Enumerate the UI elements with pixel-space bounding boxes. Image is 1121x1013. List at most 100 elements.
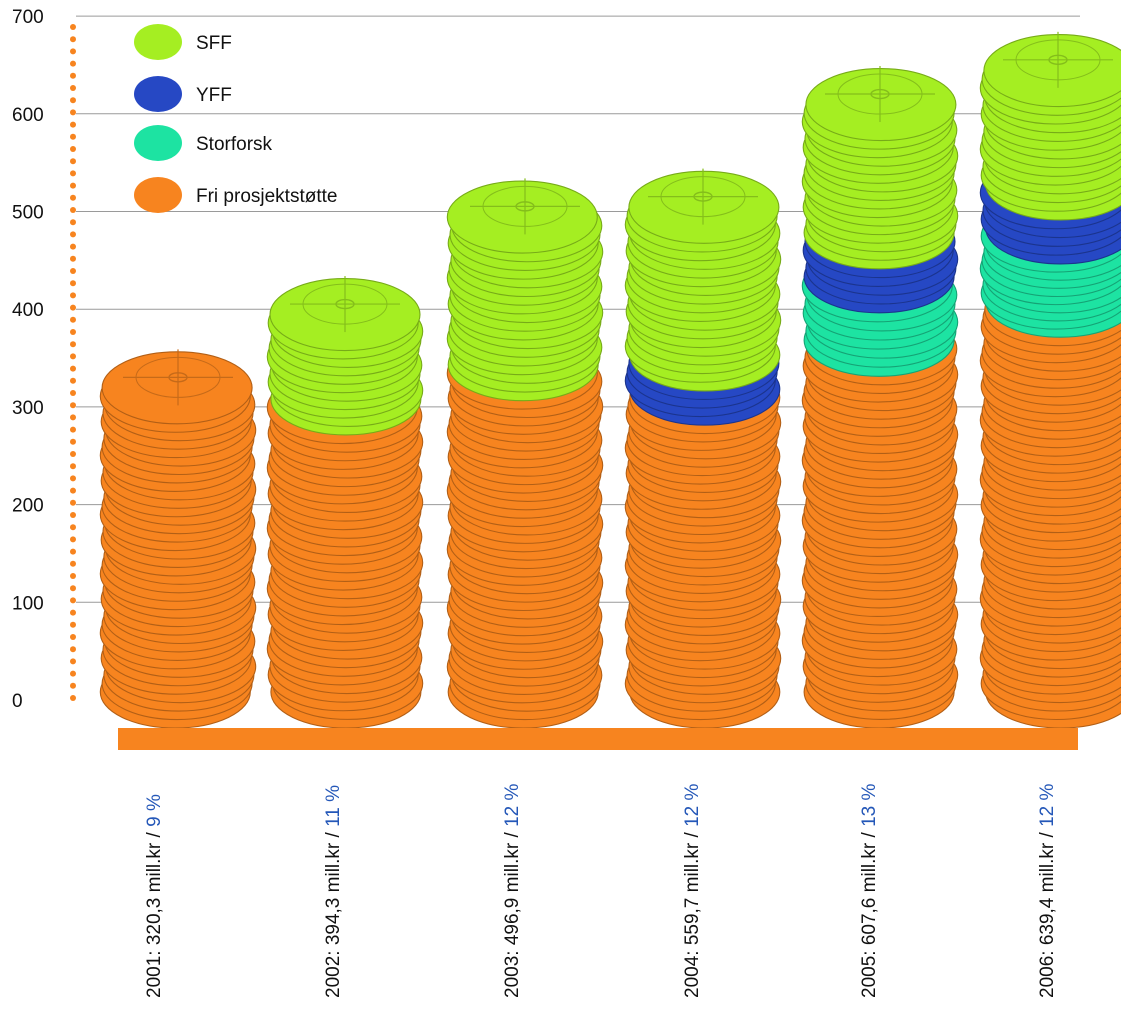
stack-2006 (979, 31, 1121, 729)
y-axis-dot (70, 219, 76, 226)
segment-2001-fri-prosjektst-tte (99, 351, 257, 729)
y-axis-dot (70, 634, 76, 640)
stack-2005 (801, 66, 959, 729)
legend-item: Storforsk (134, 125, 273, 161)
y-axis-dot (70, 695, 76, 701)
y-axis-dot (70, 194, 76, 201)
top-coin-emblem (648, 168, 758, 225)
legend-swatch (134, 125, 182, 161)
category-label-2003: 2003: 496,9 mill.kr / 12 % (502, 783, 523, 998)
y-axis-dot (70, 414, 76, 421)
legend: SFF YFF Storforsk Fri prosjektstøtte (134, 24, 337, 213)
top-coin-emblem (825, 66, 935, 123)
y-tick-label: 0 (12, 691, 23, 712)
y-tick-label: 600 (12, 105, 44, 126)
coin (983, 34, 1121, 108)
y-axis-dot (70, 548, 76, 555)
legend-label: Storforsk (196, 134, 273, 155)
y-axis-dot (70, 121, 76, 128)
coin-stacks (99, 31, 1121, 729)
coin (628, 170, 780, 244)
y-axis-dot (70, 597, 76, 604)
y-axis-dot (70, 365, 76, 372)
top-coin-emblem (470, 178, 580, 235)
y-axis-dot (70, 36, 76, 43)
y-axis-dot (70, 182, 76, 189)
y-axis-dot (70, 170, 76, 177)
stack-2002 (266, 276, 424, 729)
segment-2003-sff (446, 180, 604, 402)
y-tick-label: 700 (12, 7, 44, 28)
y-axis-dot (70, 133, 76, 140)
coin (446, 180, 598, 254)
y-axis-dot (70, 207, 76, 213)
y-axis-dot (70, 658, 76, 665)
legend-label: Fri prosjektstøtte (196, 186, 337, 207)
y-axis: 0 100 200 300 400 500 600 700 (12, 7, 76, 712)
y-tick-label: 200 (12, 496, 44, 517)
legend-label: YFF (196, 85, 232, 106)
y-axis-dot (70, 560, 76, 567)
y-axis-dot (70, 512, 76, 518)
legend-label: SFF (196, 33, 232, 54)
y-tick-label: 500 (12, 203, 44, 224)
y-axis-dot (70, 609, 76, 616)
y-tick-label: 300 (12, 398, 44, 419)
category-label-2001: 2001: 320,3 mill.kr / 9 % (144, 794, 165, 998)
y-axis-dot (70, 536, 76, 543)
y-axis-dot (70, 329, 76, 335)
coin (805, 68, 957, 142)
y-axis-dot (70, 48, 76, 55)
category-label-2006: 2006: 639,4 mill.kr / 12 % (1037, 783, 1058, 998)
category-labels: 2001: 320,3 mill.kr / 9 % 2002: 394,3 mil… (144, 783, 1058, 998)
stack-2003 (446, 178, 604, 729)
y-tick-label: 100 (12, 593, 44, 614)
y-axis-dot (70, 255, 76, 262)
y-axis-dot (70, 670, 76, 677)
y-axis-dot (70, 451, 76, 457)
y-axis-dot (70, 316, 76, 323)
y-axis-dot (70, 475, 76, 482)
top-coin-emblem (1003, 31, 1113, 88)
y-axis-dot (70, 487, 76, 494)
y-axis-dot (70, 463, 76, 470)
y-axis-dot (70, 97, 76, 104)
y-axis-dot (70, 341, 76, 348)
y-axis-dot (70, 146, 76, 152)
y-axis-dot (70, 524, 76, 531)
top-coin-emblem (290, 276, 400, 333)
legend-swatch (134, 24, 182, 60)
y-axis-dot (70, 231, 76, 238)
y-axis-dot (70, 72, 76, 79)
y-axis-dot (70, 85, 76, 91)
segment-2006-fri-prosjektst-tte (979, 273, 1121, 729)
segment-2005-sff (801, 68, 959, 270)
segment-2006-sff (979, 34, 1121, 221)
category-label-2002: 2002: 394,3 mill.kr / 11 % (323, 785, 344, 998)
y-axis-dot (70, 438, 76, 445)
x-axis-baseline-bar (118, 728, 1078, 750)
y-axis-dot (70, 60, 76, 67)
legend-item: Fri prosjektstøtte (134, 177, 337, 213)
stack-2004 (624, 168, 782, 729)
y-tick-label: 400 (12, 300, 44, 321)
segment-2002-fri-prosjektst-tte (266, 370, 424, 729)
legend-item: SFF (134, 24, 232, 60)
segment-2002-sff (266, 277, 424, 436)
stack-2001 (99, 349, 257, 729)
y-axis-dot (70, 682, 76, 689)
coin (101, 351, 253, 425)
segment-2004-sff (624, 170, 782, 392)
y-axis-dot (70, 292, 76, 299)
segment-2003-fri-prosjektst-tte (446, 336, 604, 729)
category-label-2004: 2004: 559,7 mill.kr / 12 % (682, 783, 703, 998)
y-axis-dot (70, 304, 76, 311)
y-axis-dot (70, 621, 76, 628)
y-axis-dot (70, 280, 76, 287)
y-axis-dot (70, 499, 76, 506)
y-axis-dot (70, 426, 76, 433)
y-axis-dot (70, 24, 76, 30)
y-axis-dot (70, 573, 76, 579)
y-axis-dot (70, 109, 76, 116)
